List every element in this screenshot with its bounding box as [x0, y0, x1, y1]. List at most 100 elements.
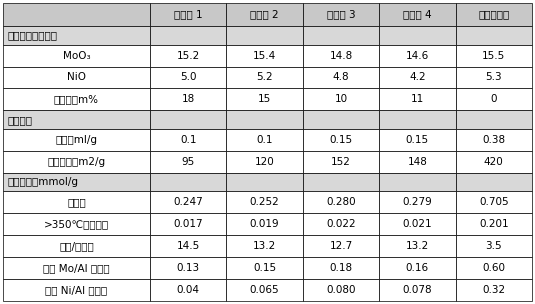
Text: 3.5: 3.5 — [485, 241, 502, 251]
Bar — [379, 67, 456, 88]
Text: 红外酸量，mmol/g: 红外酸量，mmol/g — [7, 177, 78, 187]
Bar — [150, 213, 226, 235]
Text: 5.0: 5.0 — [180, 72, 196, 82]
Text: 含炭量，m%: 含炭量，m% — [54, 95, 99, 104]
Bar — [379, 3, 456, 26]
Bar — [456, 67, 532, 88]
Bar — [226, 67, 303, 88]
Text: 待生剂 1: 待生剂 1 — [174, 9, 203, 19]
Bar — [3, 279, 150, 301]
Text: 95: 95 — [181, 157, 195, 167]
Bar — [456, 110, 532, 129]
Text: NiO: NiO — [67, 72, 86, 82]
Bar — [226, 88, 303, 110]
Text: 5.2: 5.2 — [256, 72, 273, 82]
Text: 孔容，ml/g: 孔容，ml/g — [56, 135, 97, 145]
Bar — [379, 235, 456, 257]
Bar — [150, 88, 226, 110]
Bar — [226, 110, 303, 129]
Bar — [456, 3, 532, 26]
Text: 0.04: 0.04 — [177, 285, 200, 295]
Bar — [303, 257, 379, 279]
Bar — [456, 192, 532, 213]
Bar — [379, 45, 456, 67]
Text: 0.017: 0.017 — [173, 219, 203, 229]
Bar — [303, 151, 379, 173]
Text: 待生剂 3: 待生剂 3 — [327, 9, 355, 19]
Bar — [456, 88, 532, 110]
Bar — [150, 173, 226, 192]
Bar — [3, 67, 150, 88]
Bar — [226, 151, 303, 173]
Bar — [303, 173, 379, 192]
Text: 10: 10 — [334, 95, 348, 104]
Text: 0.247: 0.247 — [173, 197, 203, 207]
Text: 0.021: 0.021 — [403, 219, 432, 229]
Text: 14.6: 14.6 — [406, 50, 429, 60]
Text: 表面 Ni/Al 原子比: 表面 Ni/Al 原子比 — [45, 285, 108, 295]
Bar — [226, 45, 303, 67]
Bar — [226, 279, 303, 301]
Bar — [303, 45, 379, 67]
Bar — [456, 45, 532, 67]
Bar — [379, 173, 456, 192]
Text: 14.5: 14.5 — [177, 241, 200, 251]
Bar — [226, 129, 303, 151]
Bar — [3, 129, 150, 151]
Text: 0.279: 0.279 — [402, 197, 432, 207]
Bar — [303, 129, 379, 151]
Bar — [150, 151, 226, 173]
Text: 待生剂 2: 待生剂 2 — [250, 9, 279, 19]
Text: 0.078: 0.078 — [403, 285, 432, 295]
Bar — [3, 257, 150, 279]
Text: 待生剂 4: 待生剂 4 — [403, 9, 432, 19]
Text: 13.2: 13.2 — [253, 241, 276, 251]
Bar — [379, 257, 456, 279]
Text: 4.8: 4.8 — [333, 72, 349, 82]
Bar — [456, 213, 532, 235]
Bar — [226, 3, 303, 26]
Text: 14.8: 14.8 — [330, 50, 353, 60]
Bar — [3, 3, 150, 26]
Bar — [3, 213, 150, 235]
Bar — [3, 45, 150, 67]
Text: 总酸/强酸比: 总酸/强酸比 — [59, 241, 94, 251]
Bar — [303, 3, 379, 26]
Bar — [303, 110, 379, 129]
Text: 总酸量: 总酸量 — [67, 197, 86, 207]
Bar — [3, 26, 150, 45]
Bar — [3, 110, 150, 129]
Text: 0.15: 0.15 — [253, 263, 276, 273]
Bar — [303, 26, 379, 45]
Bar — [150, 192, 226, 213]
Text: 0.15: 0.15 — [406, 135, 429, 145]
Bar — [226, 26, 303, 45]
Bar — [456, 151, 532, 173]
Bar — [226, 235, 303, 257]
Text: 15: 15 — [258, 95, 271, 104]
Bar — [303, 235, 379, 257]
Bar — [150, 45, 226, 67]
Bar — [150, 279, 226, 301]
Bar — [379, 192, 456, 213]
Bar — [456, 129, 532, 151]
Text: 0.201: 0.201 — [479, 219, 509, 229]
Bar — [379, 213, 456, 235]
Text: 0.1: 0.1 — [180, 135, 196, 145]
Text: 0.13: 0.13 — [177, 263, 200, 273]
Text: >350℃强酸含量: >350℃强酸含量 — [44, 219, 109, 229]
Bar — [303, 192, 379, 213]
Bar — [379, 279, 456, 301]
Text: 420: 420 — [484, 157, 503, 167]
Text: 0.022: 0.022 — [326, 219, 356, 229]
Bar — [303, 213, 379, 235]
Bar — [379, 26, 456, 45]
Text: 新鲜嵔化剂: 新鲜嵔化剂 — [478, 9, 509, 19]
Text: 120: 120 — [255, 157, 274, 167]
Bar — [3, 235, 150, 257]
Bar — [3, 88, 150, 110]
Bar — [303, 67, 379, 88]
Text: 12.7: 12.7 — [330, 241, 353, 251]
Text: 5.3: 5.3 — [485, 72, 502, 82]
Text: 18: 18 — [181, 95, 195, 104]
